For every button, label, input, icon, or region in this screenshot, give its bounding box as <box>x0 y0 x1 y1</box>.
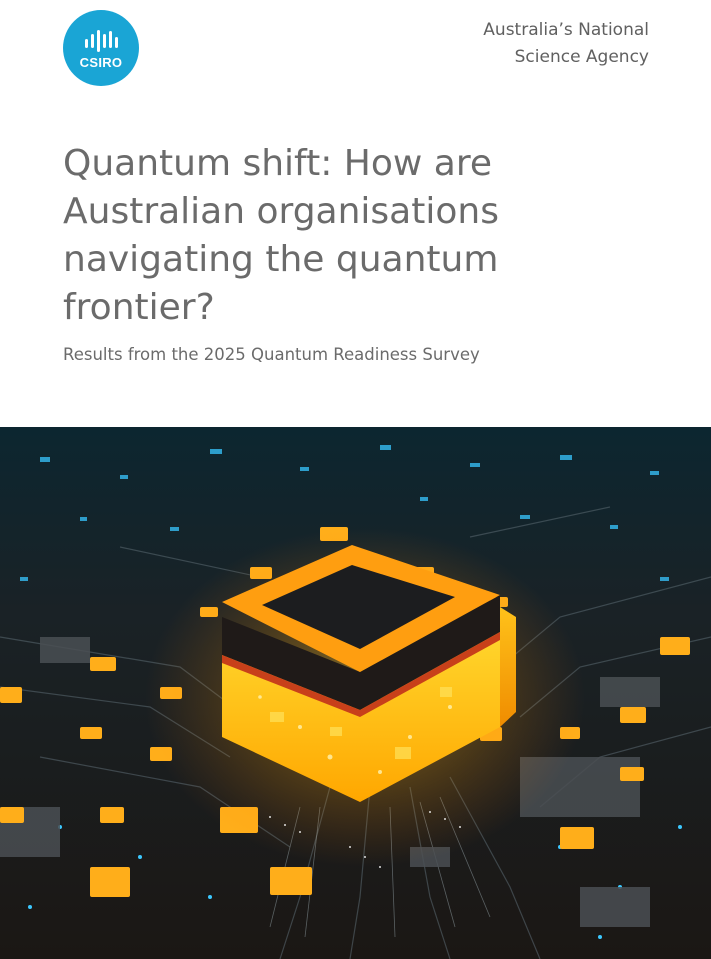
agency-tagline: Australia’s National Science Agency <box>389 17 649 71</box>
quantum-chip-circuit-board-image <box>0 427 711 959</box>
agency-tagline-line-2: Science Agency <box>514 47 649 67</box>
cover-image <box>0 427 711 959</box>
csiro-waveform-icon <box>85 30 118 52</box>
report-title: Quantum shift: How are Australian organi… <box>63 143 499 328</box>
agency-tagline-line-1: Australia’s National <box>483 20 649 40</box>
csiro-logo: CSIRO <box>63 10 139 86</box>
logo-text: CSIRO <box>79 55 123 70</box>
report-subtitle: Results from the 2025 Quantum Readiness … <box>63 345 480 364</box>
